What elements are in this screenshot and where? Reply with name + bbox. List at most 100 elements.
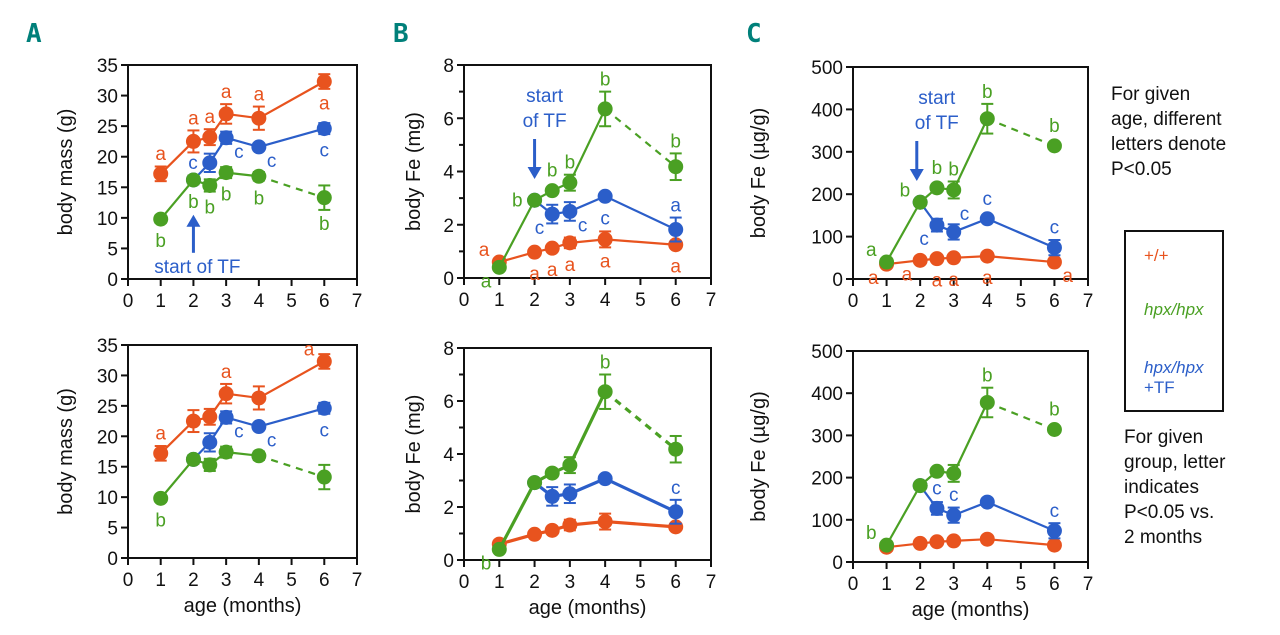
data-point <box>1046 523 1062 539</box>
data-point <box>153 490 169 506</box>
data-point <box>1046 254 1062 270</box>
significance-letter: c <box>234 142 244 163</box>
data-point <box>218 165 234 181</box>
data-point <box>929 534 945 550</box>
significance-letter: a <box>1062 266 1073 287</box>
x-tick-label: 5 <box>635 290 646 311</box>
data-point <box>597 188 613 204</box>
x-tick-label: 5 <box>286 291 297 312</box>
y-tick-label: 4 <box>443 445 454 466</box>
y-tick-label: 300 <box>811 143 843 164</box>
x-tick-label: 6 <box>670 572 681 593</box>
series-hpx: bb <box>481 353 684 574</box>
y-tick-label: 0 <box>443 551 454 572</box>
data-point <box>527 192 543 208</box>
legend-tf-line2: +TF <box>1144 378 1175 397</box>
note-top: For given age, different letters denote … <box>1111 82 1226 182</box>
data-point <box>979 494 995 510</box>
data-point <box>668 159 684 175</box>
note-bottom-line: P<0.05 vs. <box>1124 502 1215 523</box>
data-point <box>562 203 578 219</box>
y-tick-label: 20 <box>97 148 118 169</box>
significance-letter: a <box>948 270 959 291</box>
x-tick-label: 3 <box>948 291 959 312</box>
y-tick-label: 35 <box>97 56 118 77</box>
y-axis-label: body Fe (µg/g) <box>748 108 770 238</box>
data-point <box>668 504 684 520</box>
arrow-head-icon <box>527 167 542 179</box>
annotation-text: start of TF <box>154 257 240 278</box>
series-line-segment <box>986 217 1055 249</box>
series-line-segment <box>604 477 677 514</box>
x-tick-label: 5 <box>635 572 646 593</box>
significance-letter: b <box>512 190 523 211</box>
x-tick-label: 4 <box>600 572 611 593</box>
data-point <box>597 231 613 247</box>
significance-letter: a <box>479 240 490 261</box>
y-tick-label: 100 <box>811 511 843 532</box>
x-tick-label: 4 <box>982 574 993 595</box>
x-tick-label: 6 <box>319 570 330 591</box>
significance-letter: c <box>949 485 959 506</box>
data-point <box>668 441 684 457</box>
y-tick-label: 0 <box>107 270 118 291</box>
plot-frame <box>852 350 1089 563</box>
x-tick-label: 6 <box>1049 291 1060 312</box>
data-point <box>153 211 169 227</box>
data-point <box>929 217 945 233</box>
y-tick-label: 6 <box>443 392 454 413</box>
significance-letter: a <box>188 108 199 129</box>
data-point <box>202 155 218 171</box>
x-tick-label: 3 <box>565 572 576 593</box>
significance-letter: a <box>304 339 315 360</box>
series-line-segment <box>604 195 677 231</box>
x-tick-label: 0 <box>459 572 470 593</box>
series-line-segment <box>159 179 195 220</box>
significance-letter: c <box>267 151 277 172</box>
data-point <box>491 259 507 275</box>
x-tick-label: 6 <box>670 290 681 311</box>
data-point <box>912 535 928 551</box>
data-point <box>1046 421 1062 437</box>
x-tick-label: 7 <box>352 291 363 312</box>
significance-letter: b <box>1049 116 1060 137</box>
data-point <box>218 386 234 402</box>
series-line-segment <box>952 118 989 191</box>
plot-frame <box>127 344 358 559</box>
y-tick-label: 0 <box>832 270 843 291</box>
annotation-text: start <box>526 86 564 107</box>
data-point <box>185 451 201 467</box>
series-hpx: bb bb bb <box>153 165 332 252</box>
data-point <box>316 469 332 485</box>
series-wt: a a a <box>153 339 332 462</box>
note-bottom-line: group, letter <box>1124 452 1226 473</box>
data-point <box>562 175 578 191</box>
significance-letter: a <box>565 255 576 276</box>
significance-letter: c <box>919 229 929 250</box>
y-tick-label: 30 <box>97 87 118 108</box>
data-point <box>979 531 995 547</box>
series-line-segment <box>497 481 536 551</box>
data-point <box>946 250 962 266</box>
x-tick-label: 0 <box>459 290 470 311</box>
data-point <box>946 182 962 198</box>
significance-letter: b <box>481 553 492 574</box>
significance-letter: b <box>204 197 215 218</box>
series-line-segment <box>568 108 607 184</box>
data-point <box>879 537 895 553</box>
x-tick-label: 0 <box>123 570 134 591</box>
series-wt <box>879 531 1062 555</box>
data-point <box>979 211 995 227</box>
note-bottom: For given group, letter indicates P<0.05… <box>1124 425 1225 550</box>
data-point <box>491 541 507 557</box>
series-line-segment <box>568 391 607 466</box>
data-point <box>597 514 613 530</box>
series-line-segment <box>159 140 195 175</box>
significance-letter: c <box>320 420 330 441</box>
significance-letter: c <box>535 218 545 239</box>
legend-wt: +/+ <box>1144 246 1169 265</box>
